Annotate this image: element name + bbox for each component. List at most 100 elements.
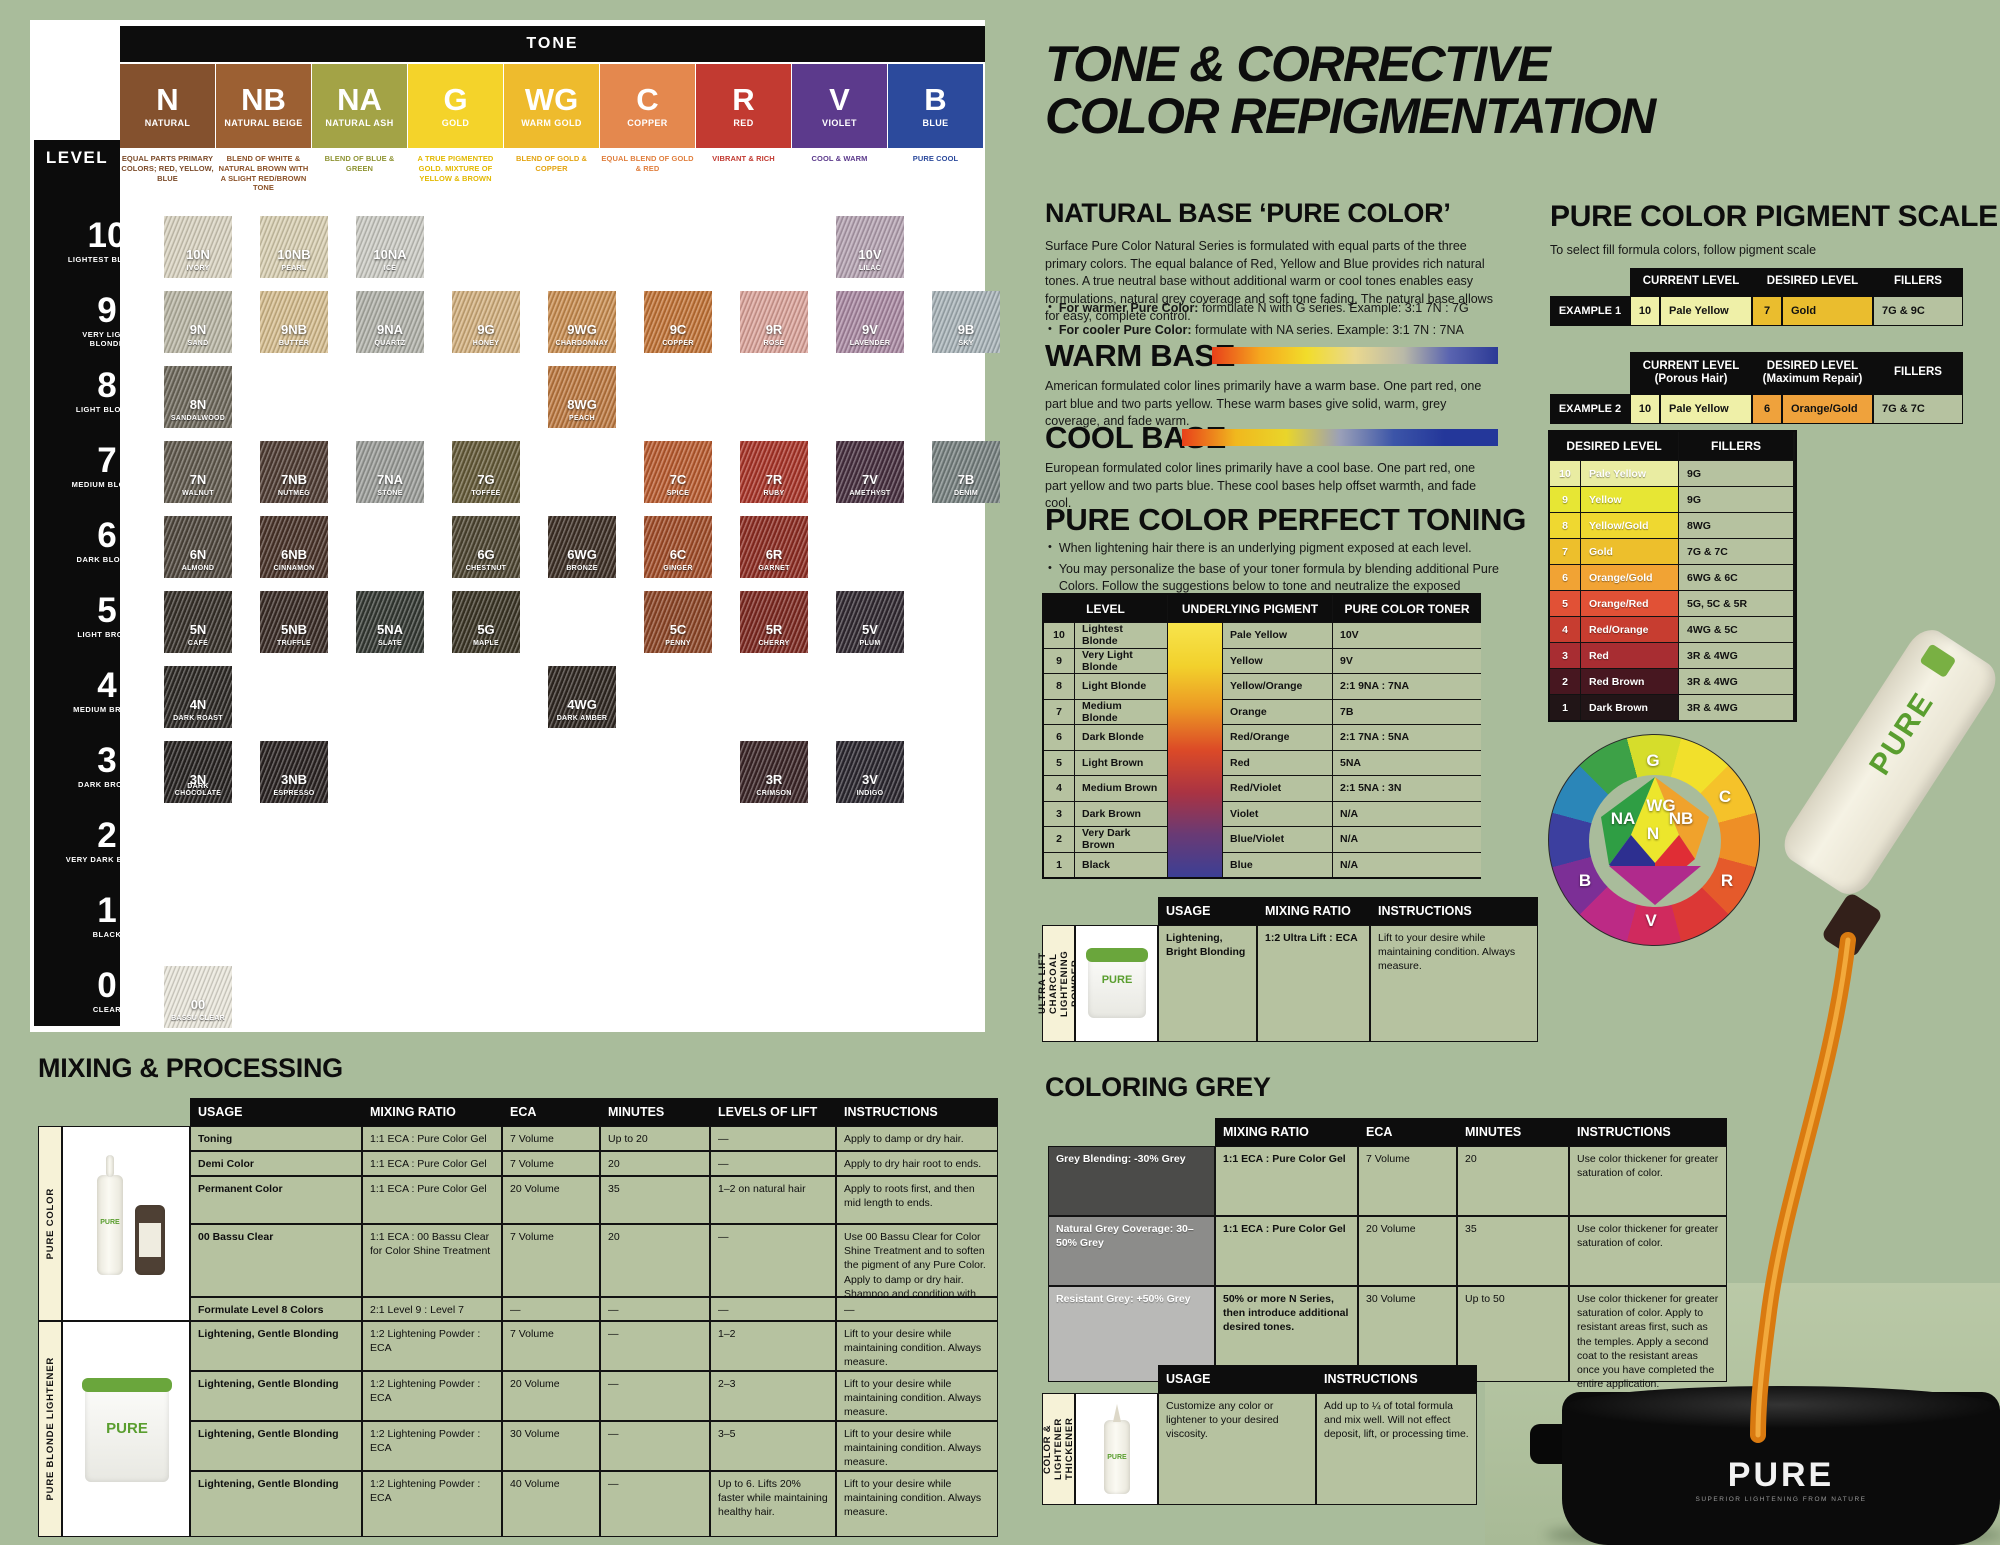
tone-column-C: C COPPER	[600, 64, 695, 148]
mixing-cell: 1–2 on natural hair	[710, 1176, 836, 1224]
thickener-tip	[1113, 1404, 1121, 1422]
mixing-cell: 1:1 ECA : 00 Bassu Clear for Color Shine…	[362, 1224, 502, 1297]
mixing-cell: 1:2 Lightening Powder : ECA	[362, 1421, 502, 1471]
swatch-5G: 5G MAPLE	[452, 591, 520, 653]
swatch-4N: 4N DARK ROAST	[164, 666, 232, 728]
toner-cell: Yellow/Orange	[1223, 674, 1332, 699]
swatch-name: ALMOND	[181, 565, 215, 572]
tone-description-B: PURE COOL	[912, 154, 959, 163]
warm-base-heading: WARM BASE	[1045, 338, 1236, 373]
swatch-code: 10NA	[373, 247, 407, 262]
swatch-3NB: 3NB ESPRESSO	[260, 741, 328, 803]
toner-cell: 2	[1044, 827, 1074, 852]
toner-cell: Very Dark Brown	[1075, 827, 1167, 852]
swatch-code: 8WG	[567, 397, 597, 412]
natural-bullet-2: • For cooler Pure Color: formulate with N…	[1048, 322, 1500, 339]
swatch-name: PEACH	[568, 415, 595, 422]
example-cell: Pale Yellow	[1660, 296, 1752, 326]
bottle-brand: PURE	[100, 1219, 120, 1226]
mixing-cell: —	[600, 1471, 710, 1537]
level-9: 9 VERY LIGHT BLONDE	[64, 293, 150, 349]
toner-cell: 8	[1044, 674, 1074, 699]
wheel-label-G: G	[1646, 751, 1660, 770]
tone-code-label: G	[443, 81, 468, 117]
toner-cell: 5NA	[1333, 750, 1481, 775]
swatch-9R: 9R ROSE	[740, 291, 808, 353]
mixing-cell: 20	[600, 1224, 710, 1297]
natural-base-heading: NATURAL BASE ‘PURE COLOR’	[1045, 198, 1451, 228]
toner-cell: Light Brown	[1075, 750, 1167, 775]
swatch-code: 6C	[669, 547, 687, 562]
mixing-cell: Lift to your desire while maintaining co…	[836, 1421, 998, 1471]
toning-bullet-2: • You may personalize the base of your to…	[1048, 561, 1500, 612]
grey-row-label: Grey Blending: -30% Grey	[1048, 1146, 1215, 1216]
coloring-grey-heading: COLORING GREY	[1045, 1072, 1271, 1102]
tone-description-NB: BLEND OF WHITE & NATURAL BROWN WITH A SL…	[218, 154, 309, 193]
mixing-cell: 7 Volume	[502, 1151, 600, 1176]
tone-code-label: NA	[337, 81, 382, 117]
swatch-name: AMETHYST	[849, 490, 891, 497]
toner-cell: Very Light Blonde	[1075, 648, 1167, 673]
swatch-code: 3R	[765, 772, 783, 787]
mixing-cell: 30 Volume	[502, 1421, 600, 1471]
tone-description-V: COOL & WARM	[811, 154, 868, 163]
mixing-cell: —	[710, 1151, 836, 1176]
swatch-code: 10N	[186, 247, 210, 262]
mixing-cell: 7 Volume	[502, 1321, 600, 1371]
tone-level-chart: TONE N NATURAL EQUAL PARTS PRIMARY COLORS;…	[30, 20, 1000, 1032]
mixing-cell: Formulate Level 8 Colors	[190, 1297, 362, 1321]
fillers-value: 3R & 4WG	[1679, 643, 1793, 668]
wheel-label-NB: NB	[1668, 809, 1694, 828]
grey-row-label: Natural Grey Coverage: 30–50% Grey	[1048, 1216, 1215, 1286]
toner-cell: Blue/Violet	[1223, 827, 1332, 852]
level-number: 1	[97, 891, 117, 930]
fillers-level-num: 7	[1550, 539, 1580, 564]
pure-color-gel-bottle: PURE	[97, 1175, 123, 1275]
toner-cell: 6	[1044, 725, 1074, 750]
thickener-cell: Customize any color or lightener to your…	[1158, 1393, 1316, 1505]
pigment-scale-subtitle: To select fill formula colors, follow pi…	[1550, 243, 1817, 257]
mixing-cell: 1:2 Lightening Powder : ECA	[362, 1321, 502, 1371]
grey-cell: 7 Volume	[1358, 1146, 1457, 1216]
mixing-header: USAGE	[190, 1098, 362, 1126]
fillers-level-num: 10	[1550, 461, 1580, 486]
example-header: CURRENT LEVEL (Porous Hair)	[1630, 352, 1752, 394]
toner-table-header: LEVEL	[1044, 595, 1167, 622]
example-cell: Gold	[1782, 296, 1873, 326]
product-image-pure-color-bottles: PURE	[62, 1126, 190, 1321]
mixing-cell: Lightening, Gentle Blonding	[190, 1421, 362, 1471]
swatch-name: DARK AMBER	[556, 715, 608, 722]
mixing-processing-table: USAGE MIXING RATIO ECA MINUTES LEVELS OF LIF…	[38, 1098, 998, 1538]
mixing-cell: 20 Volume	[502, 1371, 600, 1421]
swatch-7G: 7G TOFFEE	[452, 441, 520, 503]
level-5: 5 LIGHT BROWN	[64, 593, 150, 639]
level-number: 3	[97, 741, 117, 780]
mixing-cell: 1–2	[710, 1321, 836, 1371]
tone-header-bar: TONE	[120, 26, 985, 62]
swatch-name: CHARDONNAY	[555, 340, 609, 347]
mixing-cell: 35	[600, 1176, 710, 1224]
fillers-value: 8WG	[1679, 513, 1793, 538]
swatch-code: 5V	[862, 622, 878, 637]
toner-cell: Black	[1075, 852, 1167, 877]
swatch-code: 7NB	[280, 472, 307, 487]
mixing-cell: —	[502, 1297, 600, 1321]
tone-column-NA: NA NATURAL ASH	[312, 64, 407, 148]
level-number: 4	[97, 666, 117, 705]
swatch-name: CAFÉ	[187, 640, 209, 647]
fillers-value: 9G	[1679, 461, 1793, 486]
swatch-name: IVORY	[186, 265, 210, 272]
swatch-name: PLUM	[859, 640, 881, 647]
swatch-7V: 7V AMETHYST	[836, 441, 904, 503]
bullet-text: When lightening hair there is an underly…	[1058, 541, 1472, 555]
level-label: DARK BROWN	[78, 780, 136, 789]
mixing-cell: Lift to your desire while maintaining co…	[836, 1371, 998, 1421]
swatch-5NB: 5NB TRUFFLE	[260, 591, 328, 653]
swatch-name: CHESTNUT	[465, 565, 507, 572]
swatch-name: SLATE	[378, 640, 402, 647]
mixing-cell: Apply to dry hair root to ends.	[836, 1151, 998, 1176]
fillers-table-header: DESIRED LEVEL	[1550, 432, 1678, 460]
toner-cell: Light Blonde	[1075, 674, 1167, 699]
toner-cell: Red	[1223, 750, 1332, 775]
swatch-name: MAPLE	[473, 640, 499, 647]
